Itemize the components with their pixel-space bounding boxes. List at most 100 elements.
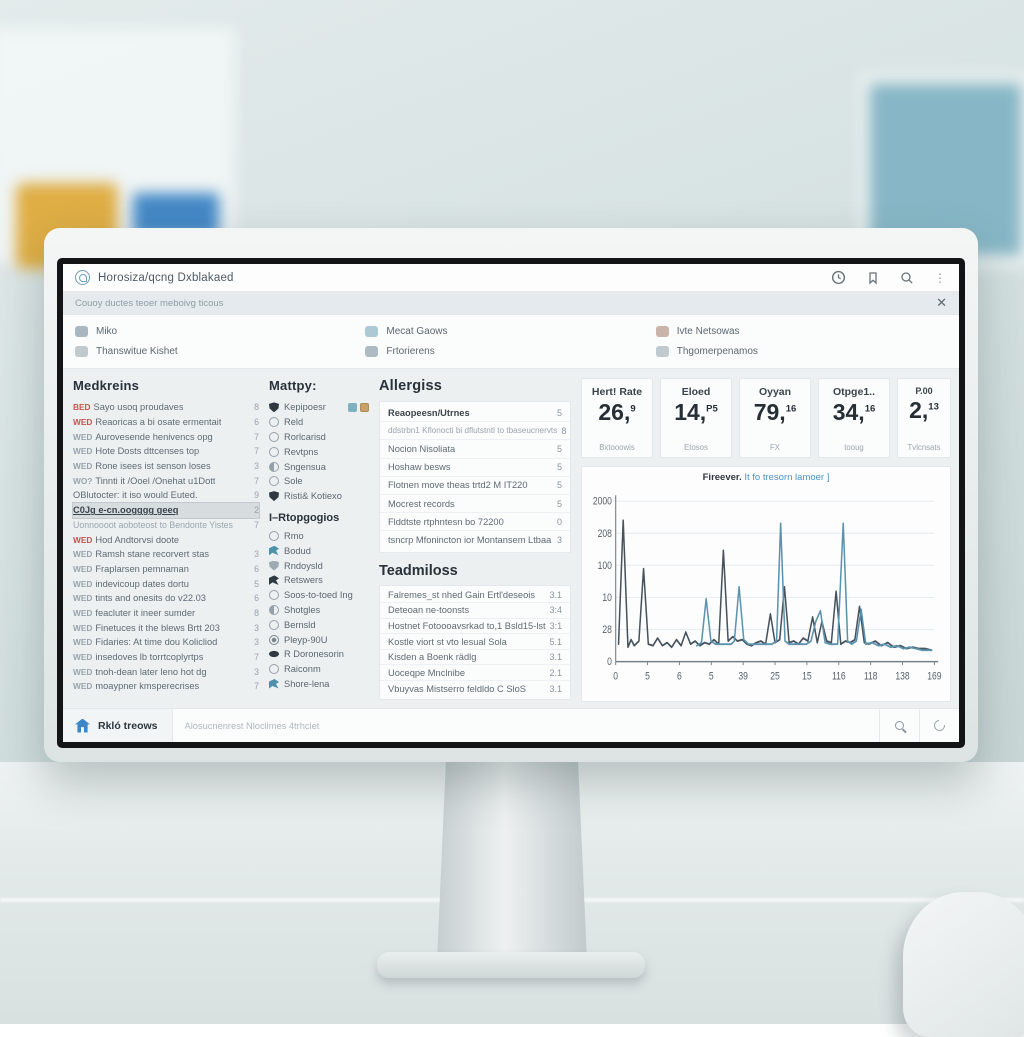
mattyp-item[interactable]: Retswers [269, 573, 369, 588]
mattyp-item[interactable]: Reld [269, 415, 369, 430]
vital-card[interactable]: Eloed 14,P5 Etosos [660, 378, 732, 458]
mattyp-item-label: Bodud [284, 546, 311, 556]
medication-tag: BED [73, 402, 91, 412]
close-icon[interactable]: ✕ [936, 295, 947, 311]
bottom-search-button[interactable] [879, 709, 919, 742]
menu-item[interactable]: Frtorierens [365, 343, 655, 361]
mattyp-item[interactable]: Shotgles [269, 603, 369, 618]
vital-card[interactable]: Otpge1.. 34,16 tooug [818, 378, 890, 458]
mattyp-item[interactable]: Rndoysld [269, 558, 369, 573]
medication-label: OBlutocter: it iso would Euted. [73, 490, 198, 500]
medication-row[interactable]: WED Rone isees ist senson loses 3 [73, 459, 259, 474]
medication-label: Aurovesende henivencs opg [95, 432, 212, 442]
teadmiloss-row[interactable]: Vbuyvas Mistserro feldldo C SloS 3.1 [380, 681, 570, 697]
vital-value: 26,9 [588, 400, 646, 425]
allergy-row[interactable]: Hoshaw besws 5 [380, 459, 570, 477]
medication-row[interactable]: OBlutocter: it iso would Euted. 9 [73, 488, 259, 503]
medication-count: 3 [250, 667, 259, 677]
menu-item[interactable]: Mecat Gaows [365, 322, 655, 340]
home-button[interactable]: Rkló treows [63, 709, 173, 742]
medication-row[interactable]: WED Reaoricas a bi osate ermentait 6 [73, 415, 259, 430]
mattyp-item[interactable]: Kepipoesr [269, 400, 369, 415]
vital-label: P.00 [904, 386, 944, 396]
mattyp-item[interactable]: Pleyp-90U [269, 632, 369, 647]
refresh-icon [932, 718, 947, 733]
mattyp-item[interactable]: R Doronesorin [269, 647, 369, 662]
bookmark-icon[interactable] [866, 271, 880, 285]
allergy-row[interactable]: Flotnen move theas trtd2 M IT220 5 [380, 477, 570, 495]
menu-item[interactable]: Thgomerpenamos [656, 343, 946, 361]
home-label: Rkló treows [98, 720, 158, 732]
mattyp-item[interactable]: Bodud [269, 543, 369, 558]
medication-row[interactable]: WED Fraplarsen pemnaman 6 [73, 562, 259, 577]
medication-row[interactable]: Uonnoooot aoboteost to Bendonte Yistes 7 [73, 518, 259, 533]
medication-tag: WED [73, 623, 92, 633]
vital-card[interactable]: P.00 2,13 Tvlcnsats [897, 378, 951, 458]
allergy-row[interactable]: Nocion Nisoliata 5 [380, 440, 570, 458]
teadmiloss-label: Falremes_st nhed Gain Ertl'deseois [388, 590, 535, 600]
allergy-row[interactable]: ddstrbn1 Kflonocti bi dflutstntl to tbas… [380, 422, 570, 440]
bottom-refresh-button[interactable] [919, 709, 959, 742]
teadmiloss-row[interactable]: Kostle viort st vto lesual Sola 5.1 [380, 634, 570, 650]
medication-row[interactable]: WED insedoves lb torrtcoplyrtps 7 [73, 650, 259, 665]
mattyp-item-icon [269, 531, 279, 541]
vital-label: Oyyan [746, 386, 804, 398]
teadmiloss-row[interactable]: Kisden a Boenk rädlg 3.1 [380, 650, 570, 666]
medication-row[interactable]: WED Hote Dosts dttcenses top 7 [73, 444, 259, 459]
mattyp-item[interactable]: Revtpns [269, 444, 369, 459]
menu-item-label: Frtorierens [386, 346, 434, 357]
allergy-row[interactable]: Mocrest records 5 [380, 495, 570, 513]
allergy-row[interactable]: Reaopeesn/Utrnes 5 [380, 404, 570, 422]
medication-row[interactable]: WED tnoh-dean later leno hot dg 3 [73, 664, 259, 679]
medication-row[interactable]: WED indevicoup dates dortu 5 [73, 576, 259, 591]
svg-text:5: 5 [709, 670, 714, 682]
search-icon[interactable] [900, 271, 914, 285]
search-input[interactable] [173, 709, 879, 742]
kebab-menu-icon[interactable]: ⋮ [934, 271, 947, 285]
medication-row[interactable]: WO? Tinnti it /Ooel /Onehat u1Dott 7 [73, 473, 259, 488]
mattyp-item[interactable]: Shore-lena [269, 677, 369, 692]
menu-item[interactable]: Thanswitue Kishet [75, 343, 365, 361]
teadmiloss-label: Deteoan ne-toonsts [388, 605, 469, 615]
medication-row[interactable]: WED Finetuces it the blews Brtt 203 3 [73, 620, 259, 635]
teadmiloss-label: Kostle viort st vto lesual Sola [388, 637, 507, 647]
medication-tag: WED [73, 564, 92, 574]
allergy-row[interactable]: tsncrp Mfonincton ior Montansem Ltbaa 3 [380, 531, 570, 549]
medication-row[interactable]: WED tints and onesits do v22.03 6 [73, 591, 259, 606]
medication-row[interactable]: WED Ramsh stane recorvert stas 3 [73, 547, 259, 562]
svg-text:0: 0 [613, 670, 618, 682]
allergies-header: Allergiss [379, 378, 571, 394]
mattyp-item[interactable]: Raiconm [269, 662, 369, 677]
mattyp-item-icon [269, 620, 279, 630]
medication-count: 2 [250, 505, 259, 515]
teadmiloss-row[interactable]: Hostnet Fotoooavsrkad to,1 Bsld15-lst 3:… [380, 619, 570, 635]
teal-badge [348, 403, 357, 412]
vital-card[interactable]: Hert! Rate 26,9 Bxtooowis [581, 378, 653, 458]
mattyp-item[interactable]: Sole [269, 474, 369, 489]
teadmiloss-row[interactable]: Uoceqpe Mnclnibe 2.1 [380, 665, 570, 681]
teadmiloss-row[interactable]: Falremes_st nhed Gain Ertl'deseois 3.1 [380, 588, 570, 604]
medication-row[interactable]: BED Sayo usoq proudaves 8 [73, 400, 259, 415]
mattyp-item[interactable]: Rorlcarisd [269, 430, 369, 445]
mattyp-item[interactable]: Risti& Kotiexo [269, 489, 369, 504]
menu-item[interactable]: Ivte Netsowas [656, 322, 946, 340]
vital-subtext: Etosos [667, 443, 725, 452]
teadmiloss-row[interactable]: Deteoan ne-toonsts 3:4 [380, 603, 570, 619]
menu-item-label: Ivte Netsowas [677, 326, 740, 337]
mattyp-item[interactable]: Soos-to-toed Ing [269, 588, 369, 603]
mattyp-item[interactable]: Bernsld [269, 617, 369, 632]
medication-row[interactable]: WED feacluter it ineer sumder 8 [73, 606, 259, 621]
allergy-row[interactable]: Flddtste rtphntesn bo 72200 0 [380, 513, 570, 531]
medication-row[interactable]: WED moaypner kmsperecrises 7 [73, 679, 259, 694]
menu-item[interactable]: Miko [75, 322, 365, 340]
mattyp-item[interactable]: Rmo [269, 529, 369, 544]
medication-row[interactable]: C0Jg e-cn.oogggg geeq 2 [73, 503, 259, 518]
medication-row[interactable]: WED Fidaries: At time dou Kolicliod 3 [73, 635, 259, 650]
medication-row[interactable]: WED Aurovesende henivencs opg 7 [73, 429, 259, 444]
clock-icon[interactable] [831, 270, 846, 285]
chart-title-link[interactable]: It fo tresorn lamoer ] [744, 472, 829, 483]
medication-row[interactable]: WED Hod Andtorvsi doote [73, 532, 259, 547]
mattyp-item[interactable]: Sngensua [269, 459, 369, 474]
vital-card[interactable]: Oyyan 79,16 FX [739, 378, 811, 458]
